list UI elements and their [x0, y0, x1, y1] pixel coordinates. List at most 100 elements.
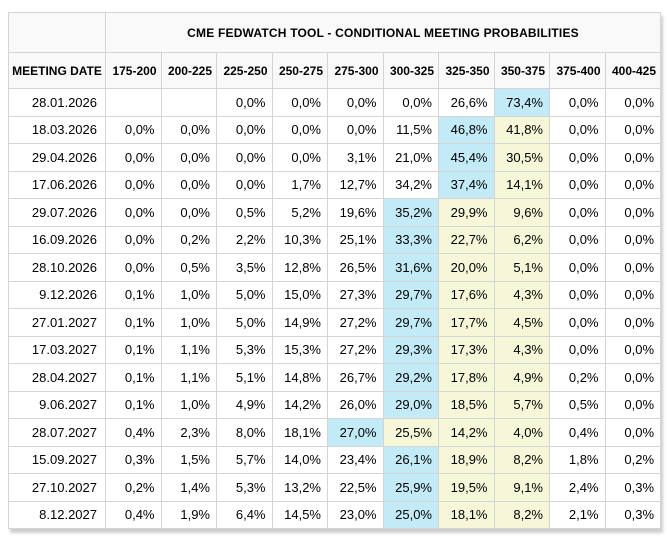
probability-cell: 0,0% — [216, 88, 273, 117]
probability-cell: 25,1% — [327, 225, 384, 254]
probability-cell: 25,5% — [382, 418, 439, 447]
rate-bin-header: 375-400 — [549, 52, 606, 89]
probability-cell: 0,3% — [604, 500, 662, 529]
probability-cell: 5,1% — [493, 253, 550, 282]
probability-cell: 9,1% — [493, 473, 550, 502]
probability-cell: 0,0% — [604, 280, 662, 309]
probability-cell: 0,0% — [604, 115, 662, 144]
probability-cell: 26,0% — [327, 390, 384, 419]
meeting-date-cell: 18.03.2026 — [8, 115, 106, 144]
probability-cell: 0,0% — [549, 225, 606, 254]
probability-cell: 15,0% — [271, 280, 328, 309]
probability-cell: 4,5% — [493, 308, 550, 337]
probability-cell: 23,0% — [327, 500, 384, 529]
probability-cell: 0,1% — [105, 335, 162, 364]
probability-cell: 0,0% — [271, 115, 328, 144]
probability-cell: 0,0% — [604, 198, 662, 227]
probability-cell: 17,8% — [438, 363, 495, 392]
probability-cell: 0,5% — [160, 253, 217, 282]
probability-cell: 10,3% — [271, 225, 328, 254]
title-row: CME FEDWATCH TOOL - CONDITIONAL MEETING … — [8, 12, 662, 53]
rate-bin-header: 250-275 — [271, 52, 328, 89]
probability-cell: 0,0% — [160, 115, 217, 144]
probability-cell: 0,1% — [105, 280, 162, 309]
probability-cell: 5,7% — [216, 445, 273, 474]
probability-cell: 0,0% — [604, 418, 662, 447]
probability-cell: 14,5% — [271, 500, 328, 529]
probability-cell: 21,0% — [382, 143, 439, 172]
probability-cell: 18,9% — [438, 445, 495, 474]
probability-cell: 34,2% — [382, 170, 439, 199]
probability-cell: 11,5% — [382, 115, 439, 144]
probability-cell: 25,9% — [382, 473, 439, 502]
probability-cell: 3,1% — [327, 143, 384, 172]
fedwatch-probabilities-table: CME FEDWATCH TOOL - CONDITIONAL MEETING … — [8, 12, 662, 529]
table-row: 27.01.2027 0,1% 1,0% 5,0% 14,9% 27,2% 29,7% 17,… — [8, 308, 662, 337]
table-row: 29.07.2026 0,0% 0,0% 0,5% 5,2% 19,6% 35,2% 29,9… — [8, 198, 662, 227]
probability-cell: 14,9% — [271, 308, 328, 337]
probability-cell: 0,0% — [549, 280, 606, 309]
probability-cell: 5,2% — [271, 198, 328, 227]
probability-cell: 41,8% — [493, 115, 550, 144]
probability-cell: 0,0% — [271, 143, 328, 172]
probability-cell: 27,2% — [327, 308, 384, 337]
probability-cell: 29,3% — [382, 335, 439, 364]
meeting-date-cell: 17.06.2026 — [8, 170, 106, 199]
table-row: 28.10.2026 0,0% 0,5% 3,5% 12,8% 26,5% 31,6% 20,… — [8, 253, 662, 282]
probability-cell: 0,4% — [105, 500, 162, 529]
probability-cell: 29,2% — [382, 363, 439, 392]
probability-cell: 8,2% — [493, 500, 550, 529]
probability-cell: 1,8% — [549, 445, 606, 474]
probability-cell: 26,7% — [327, 363, 384, 392]
probability-cell: 5,7% — [493, 390, 550, 419]
probability-cell: 1,0% — [160, 390, 217, 419]
probability-cell: 0,3% — [604, 473, 662, 502]
probability-cell: 14,0% — [271, 445, 328, 474]
table-body: 28.01.2026 0,0% 0,0% 0,0% 0,0% 26,6% 73,4% 0,0%… — [8, 88, 662, 529]
probability-cell: 14,2% — [438, 418, 495, 447]
probability-cell: 4,3% — [493, 280, 550, 309]
probability-cell: 0,0% — [604, 170, 662, 199]
meeting-date-cell: 28.01.2026 — [8, 88, 106, 117]
probability-cell: 26,5% — [327, 253, 384, 282]
meeting-date-cell: 8.12.2027 — [8, 500, 106, 529]
probability-cell: 0,0% — [604, 390, 662, 419]
probability-cell: 0,1% — [105, 390, 162, 419]
table-row: 17.06.2026 0,0% 0,0% 0,0% 1,7% 12,7% 34,2% 37,4… — [8, 170, 662, 199]
probability-cell: 0,0% — [549, 308, 606, 337]
table-row: 15.09.2027 0,3% 1,5% 5,7% 14,0% 23,4% 26,1% 18,… — [8, 445, 662, 474]
probability-cell: 0,1% — [105, 308, 162, 337]
probability-cell: 46,8% — [438, 115, 495, 144]
table-row: 28.07.2027 0,4% 2,3% 8,0% 18,1% 27,0% 25,5% 14,… — [8, 418, 662, 447]
meeting-date-cell: 15.09.2027 — [8, 445, 106, 474]
probability-cell: 0,0% — [327, 88, 384, 117]
probability-cell: 12,8% — [271, 253, 328, 282]
probability-cell: 27,3% — [327, 280, 384, 309]
probability-cell: 17,3% — [438, 335, 495, 364]
probability-cell: 4,0% — [493, 418, 550, 447]
probability-cell: 3,5% — [216, 253, 273, 282]
probability-cell — [105, 88, 162, 117]
probability-cell: 8,0% — [216, 418, 273, 447]
probability-cell: 18,1% — [271, 418, 328, 447]
probability-cell: 0,0% — [549, 170, 606, 199]
table-row: 16.09.2026 0,0% 0,2% 2,2% 10,3% 25,1% 33,3% 22,… — [8, 225, 662, 254]
probability-cell: 27,0% — [327, 418, 384, 447]
probability-cell: 19,5% — [438, 473, 495, 502]
meeting-date-cell: 9.12.2026 — [8, 280, 106, 309]
probability-cell: 4,9% — [493, 363, 550, 392]
rate-bin-header: 225-250 — [216, 52, 273, 89]
probability-cell: 0,2% — [549, 363, 606, 392]
probability-cell: 19,6% — [327, 198, 384, 227]
probability-cell: 0,0% — [549, 115, 606, 144]
probability-cell: 8,2% — [493, 445, 550, 474]
probability-cell: 73,4% — [493, 88, 550, 117]
probability-cell: 2,1% — [549, 500, 606, 529]
probability-cell: 4,3% — [493, 335, 550, 364]
probability-cell: 13,2% — [271, 473, 328, 502]
probability-cell: 6,2% — [493, 225, 550, 254]
table-row: 29.04.2026 0,0% 0,0% 0,0% 0,0% 3,1% 21,0% 45,4%… — [8, 143, 662, 172]
probability-cell — [160, 88, 217, 117]
probability-cell: 0,0% — [105, 115, 162, 144]
